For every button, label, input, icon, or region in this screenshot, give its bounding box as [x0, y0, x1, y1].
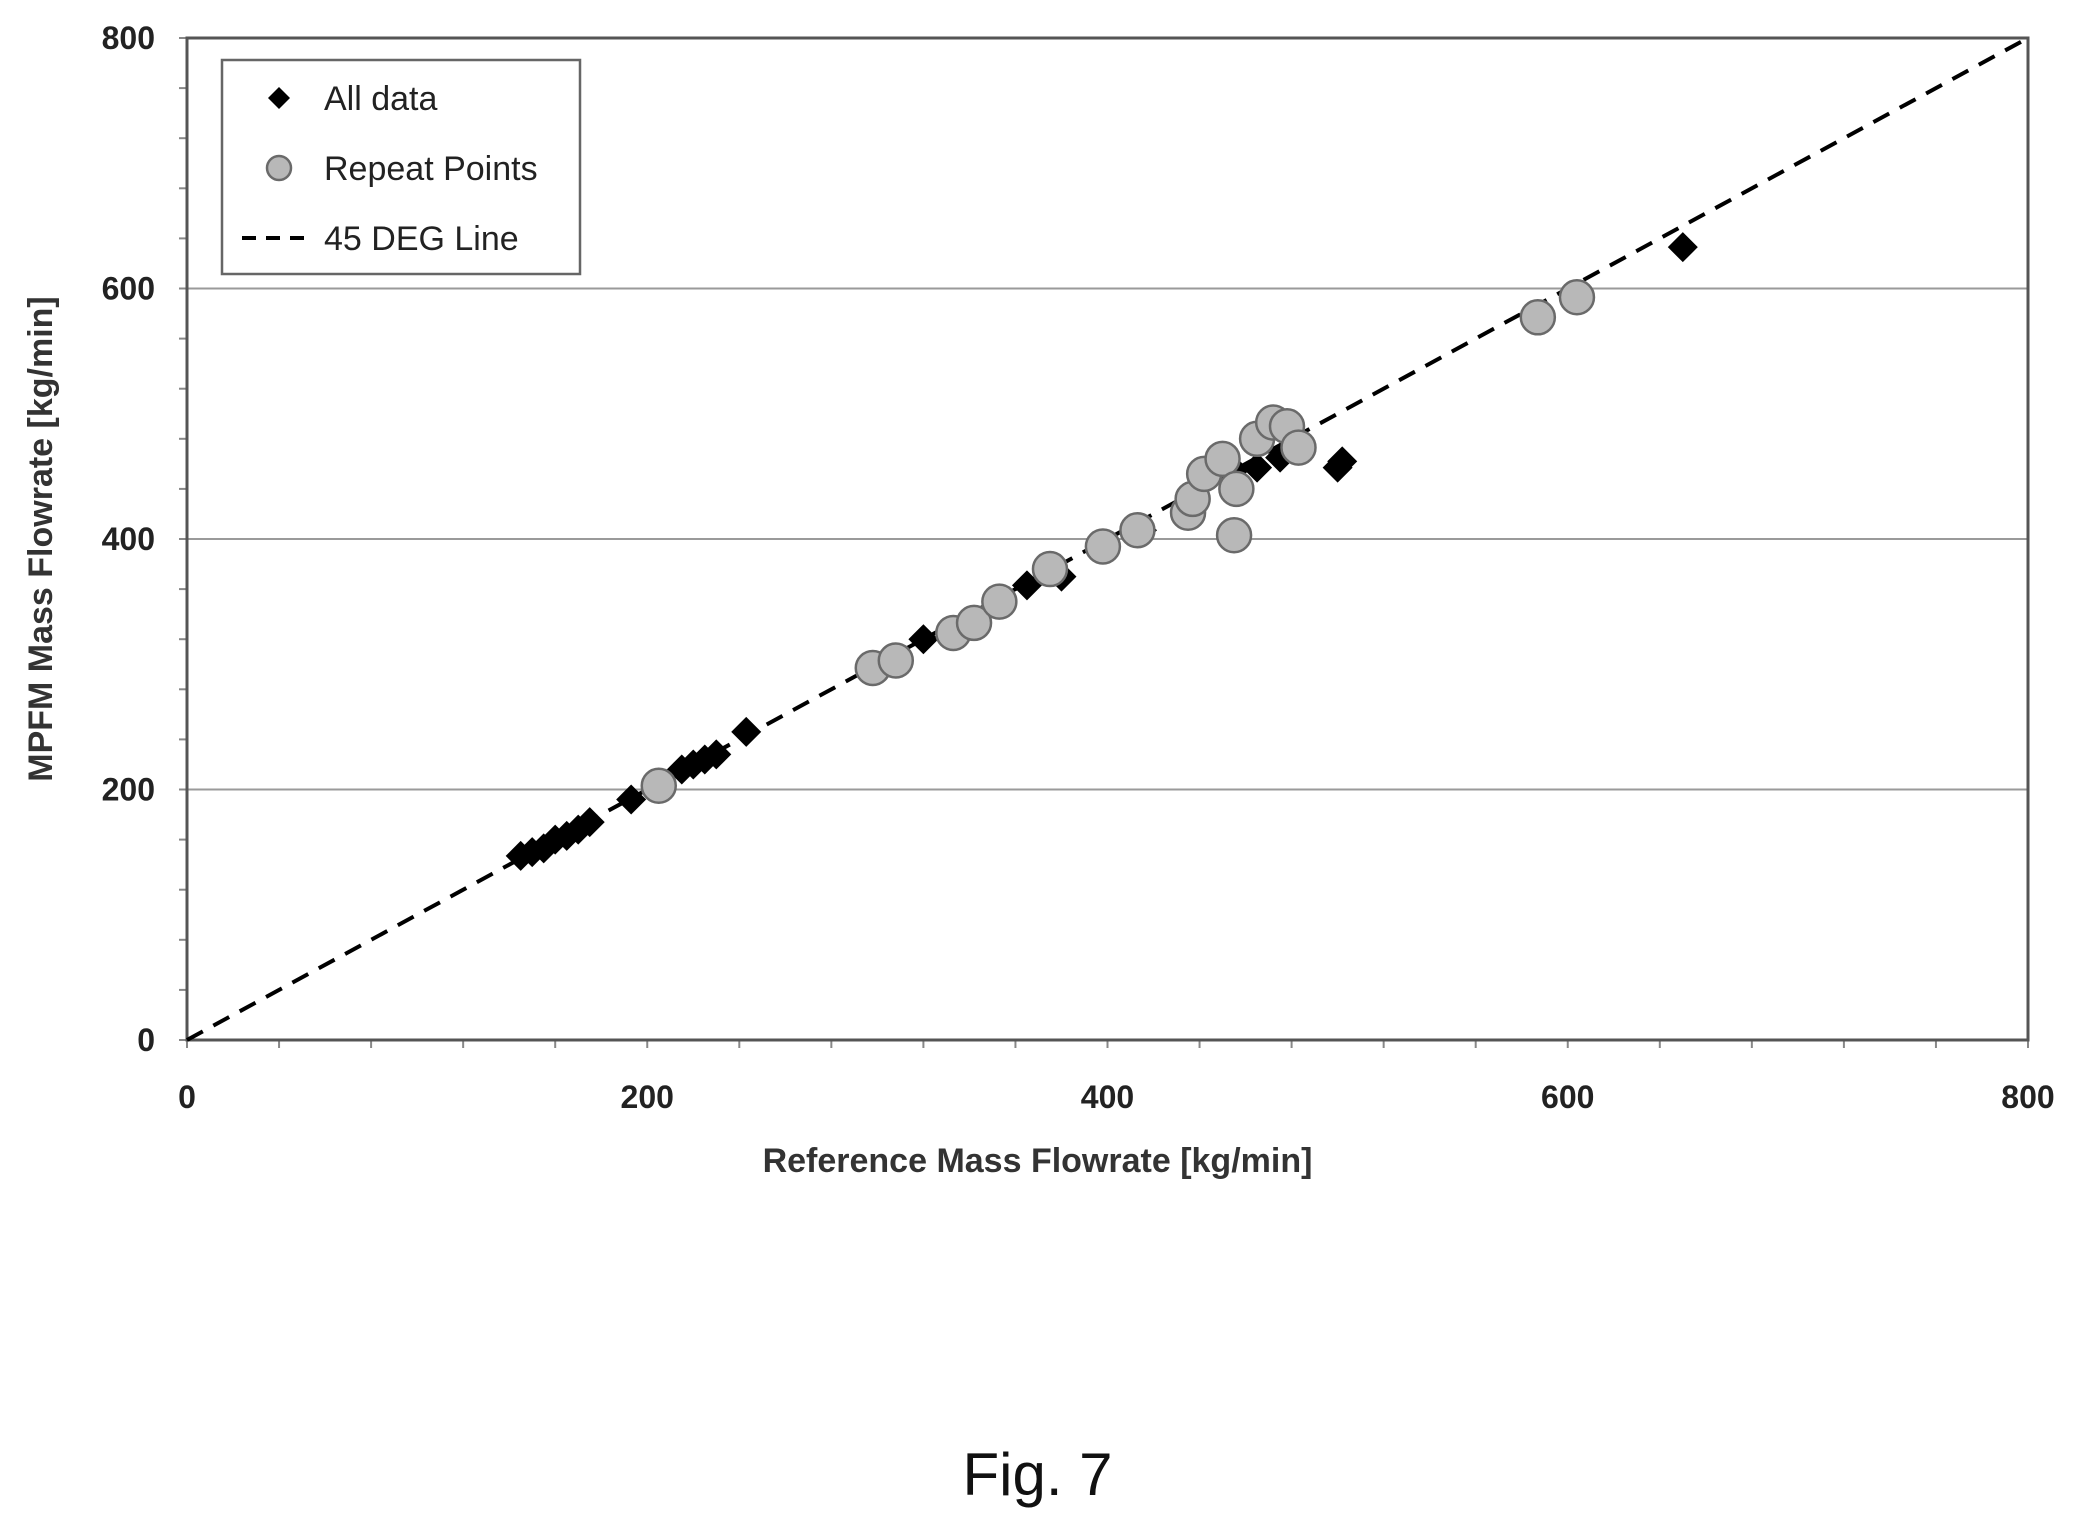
- figure-caption: Fig. 7: [962, 1441, 1113, 1508]
- y-tick-label: 600: [102, 271, 155, 307]
- x-tick-label: 200: [621, 1079, 674, 1115]
- x-tick-label: 800: [2001, 1079, 2054, 1115]
- point-all-data: [731, 716, 762, 747]
- point-all-data: [908, 624, 939, 655]
- series-line-45-deg: [186, 36, 2029, 1042]
- point-repeat: [877, 642, 915, 679]
- point-all-data: [701, 739, 732, 770]
- point-all-data: [1667, 232, 1698, 263]
- point-repeat: [640, 767, 678, 804]
- legend-diamond-icon: [268, 87, 290, 109]
- legend-label: All data: [324, 80, 437, 118]
- point-all-data: [1327, 446, 1358, 477]
- point-repeat: [1519, 299, 1557, 336]
- point-repeat: [955, 604, 993, 642]
- point-repeat: [1215, 516, 1253, 554]
- x-tick-label: 400: [1081, 1079, 1134, 1115]
- point-repeat: [1204, 440, 1241, 478]
- point-repeat: [981, 583, 1018, 620]
- legend: All data Repeat Points 45 DEG Line: [220, 58, 582, 276]
- y-tick-label: 0: [137, 1022, 155, 1058]
- point-repeat: [1119, 511, 1156, 549]
- y-tick-label: 800: [102, 20, 155, 56]
- legend-label: 45 DEG Line: [324, 220, 519, 258]
- point-all-data: [1242, 452, 1273, 483]
- point-repeat: [1280, 429, 1317, 466]
- point-all-data: [574, 807, 605, 838]
- point-repeat: [1218, 470, 1255, 508]
- x-tick-label: 600: [1541, 1079, 1594, 1115]
- point-repeat: [1031, 550, 1069, 588]
- x-tick-label: 0: [178, 1079, 196, 1115]
- legend-circle-icon: [265, 154, 293, 182]
- point-repeat: [1558, 279, 1596, 316]
- point-all-data: [616, 784, 647, 815]
- x-axis-title: Reference Mass Flowrate [kg/min]: [763, 1142, 1313, 1180]
- plot-frame: [185, 36, 2030, 1042]
- y-tick-label: 200: [102, 772, 155, 808]
- y-axis-title: MPFM Mass Flowrate [kg/min]: [22, 296, 60, 782]
- point-repeat: [1084, 528, 1122, 565]
- y-tick-label: 400: [102, 521, 155, 557]
- legend-label: Repeat Points: [324, 150, 538, 188]
